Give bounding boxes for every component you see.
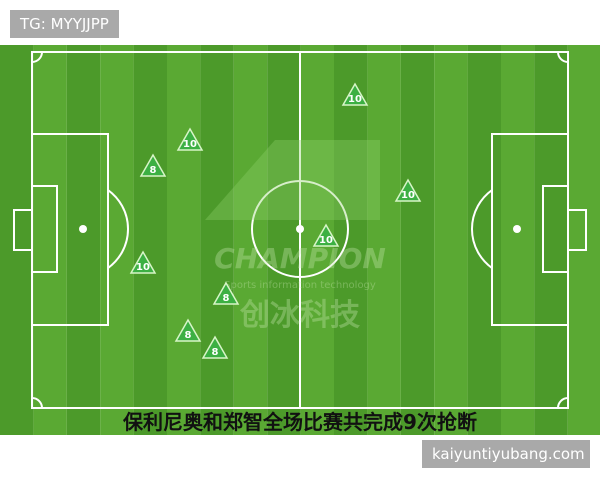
stripe xyxy=(400,45,435,435)
stripe xyxy=(200,45,234,435)
marker-triangle xyxy=(394,178,422,202)
marker: 8 xyxy=(201,335,229,359)
marker: 8 xyxy=(139,153,167,177)
marker: 10 xyxy=(312,223,340,247)
stripe xyxy=(100,45,134,435)
marker-triangle xyxy=(341,82,369,106)
stripe xyxy=(334,45,368,435)
logo-watermark: CHAMPION Sports information technology 创… xyxy=(205,140,386,333)
stripe xyxy=(501,45,535,435)
marker-label: 8 xyxy=(150,165,157,176)
logo-subtitle: Sports information technology xyxy=(224,280,376,291)
marker-triangle xyxy=(129,250,157,274)
marker-triangle xyxy=(201,335,229,359)
stripe xyxy=(367,45,401,435)
stripe xyxy=(66,45,101,435)
pitch-lines xyxy=(13,51,587,409)
marker-triangle xyxy=(174,318,202,342)
markers: 10 8 10 10 10 10 8 8 8 xyxy=(129,82,422,359)
marker: 10 xyxy=(394,178,422,202)
logo-title: CHAMPION xyxy=(214,242,386,275)
stripe xyxy=(567,45,600,435)
stripe xyxy=(33,45,67,435)
marker-label: 8 xyxy=(185,330,192,341)
marker-triangle xyxy=(139,153,167,177)
stripe xyxy=(534,45,568,435)
marker-label: 10 xyxy=(183,139,197,150)
stripe xyxy=(0,45,34,435)
marker-label: 10 xyxy=(136,262,150,273)
marker-label: 8 xyxy=(223,293,230,304)
marker-label: 10 xyxy=(348,94,362,105)
marker-label: 8 xyxy=(212,347,219,358)
stripe xyxy=(267,45,301,435)
stripe xyxy=(167,45,201,435)
marker-triangle xyxy=(212,281,240,305)
marker-triangle xyxy=(176,127,204,151)
marker-triangle xyxy=(312,223,340,247)
stripe xyxy=(133,45,167,435)
marker: 10 xyxy=(341,82,369,106)
watermark-bottom: kaiyuntiyubang.com xyxy=(422,440,590,468)
marker: 8 xyxy=(212,281,240,305)
logo-brand: 创冰科技 xyxy=(239,298,360,333)
marker-label: 10 xyxy=(401,190,415,201)
pitch-stripes xyxy=(0,45,600,435)
caption: 保利尼奥和郑智全场比赛共完成9次抢断 xyxy=(122,410,477,434)
marker-label: 10 xyxy=(319,235,333,246)
stripe xyxy=(434,45,468,435)
spots xyxy=(79,225,521,233)
marker: 10 xyxy=(129,250,157,274)
marker: 10 xyxy=(176,127,204,151)
stripe xyxy=(233,45,268,435)
marker: 8 xyxy=(174,318,202,342)
watermark-top: TG: MYYJJPP xyxy=(10,10,119,38)
